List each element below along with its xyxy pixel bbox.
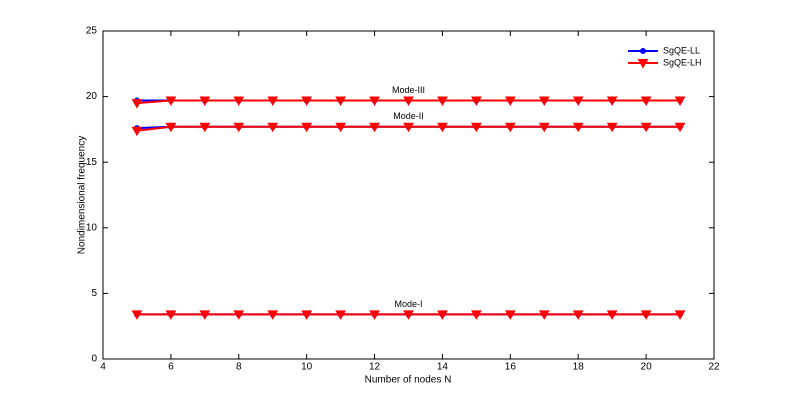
data-point [233,122,245,133]
data-point [165,122,177,133]
data-point [267,122,279,133]
data-point [301,310,313,320]
data-point [165,310,177,320]
data-point [199,122,211,133]
x-tick-label: 20 [641,362,653,373]
data-point [403,310,414,320]
data-point [131,126,143,137]
y-tick-label: 0 [91,354,97,365]
data-point [606,122,618,133]
legend-marker [640,48,646,54]
y-axis-label: Nondimensional frequency [77,136,88,254]
data-point [674,310,686,320]
data-point [437,310,448,320]
data-point [572,122,584,133]
data-point [233,310,245,320]
data-point [606,310,618,320]
data-point [640,96,652,107]
data-point [572,96,584,107]
data-point [538,96,550,107]
data-point [267,96,279,107]
data-point [504,122,516,133]
data-point [199,310,211,320]
annotation: Mode-III [392,85,425,95]
data-point [335,310,346,320]
y-tick-label: 15 [86,157,98,168]
data-point [606,96,618,107]
x-tick-label: 14 [437,362,449,373]
data-point [199,96,211,107]
x-tick-label: 16 [505,362,517,373]
y-tick-label: 5 [91,288,97,299]
data-point [437,96,448,107]
data-point [369,310,380,320]
data-point [471,122,482,133]
data-point [301,96,313,107]
data-point [674,122,686,133]
data-point [165,96,177,107]
annotation: Mode-II [393,111,424,121]
data-point [471,96,482,107]
x-tick-label: 4 [100,362,106,373]
data-point [369,96,380,107]
data-point [674,96,686,107]
data-point [403,96,414,107]
annotation: Mode-I [394,299,422,309]
y-tick-label: 20 [86,91,98,102]
y-tick-label: 10 [86,222,98,233]
data-point [504,310,516,320]
data-point [538,310,550,320]
x-tick-label: 22 [708,362,720,373]
y-tick-label: 25 [86,26,98,37]
data-point [267,310,279,320]
plot-area [102,30,715,360]
data-point [131,310,143,320]
x-tick-label: 12 [369,362,381,373]
data-point [538,122,550,133]
x-axis-label: Number of nodes N [365,375,452,386]
data-point [504,96,516,107]
x-tick-label: 8 [236,362,242,373]
x-tick-label: 6 [168,362,174,373]
legend-marker [637,59,649,69]
data-point [301,122,313,133]
data-point [233,96,245,107]
data-point [335,122,346,133]
x-tick-label: 10 [301,362,313,373]
x-tick-label: 18 [573,362,585,373]
data-point [335,96,346,107]
legend-label: SgQE-LH [663,57,702,67]
data-point [369,122,380,133]
data-point [640,310,652,320]
data-point [471,310,482,320]
data-point [437,122,448,133]
data-point [572,310,584,320]
data-point [403,122,414,133]
data-point [640,122,652,133]
legend-label: SgQE-LL [663,45,700,55]
data-point [131,99,143,109]
